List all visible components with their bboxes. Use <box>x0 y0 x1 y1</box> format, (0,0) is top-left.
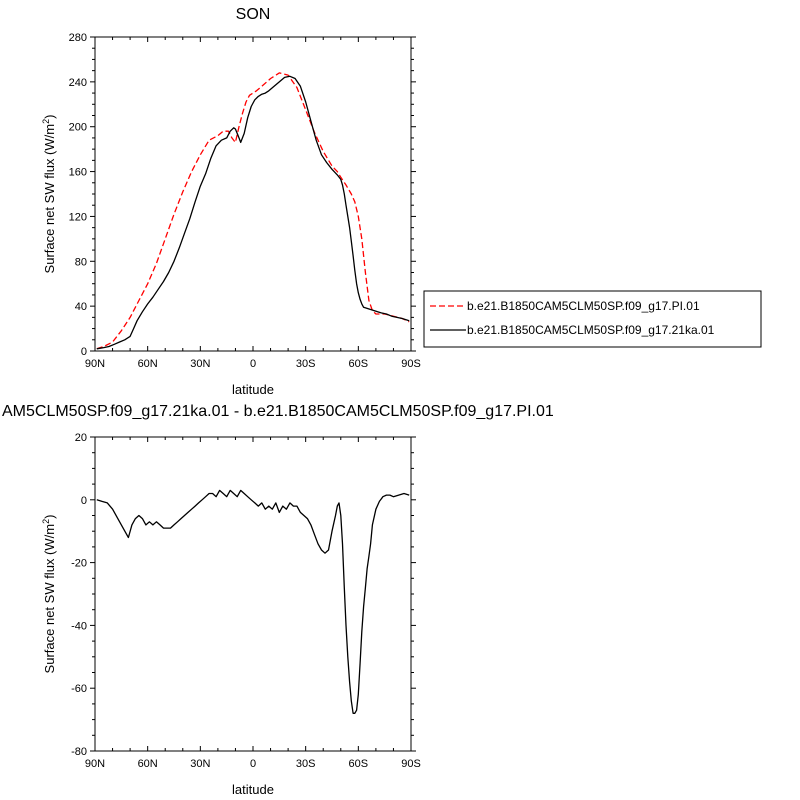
bottom-plot-frame <box>94 436 412 752</box>
top-ytick-label-7: 280 <box>69 32 87 44</box>
top-chart-title: SON <box>236 6 271 23</box>
top-series-line-0 <box>96 72 410 350</box>
bottom-panel: AM5CLM50SP.f09_g17.21ka.01 - b.e21.B1850… <box>2 403 554 797</box>
legend-box <box>423 290 762 348</box>
legend: b.e21.B1850CAM5CLM50SP.f09_g17.PI.01 b.e… <box>423 290 762 348</box>
top-x-ticks: 90N 60N 30N 0 30S 60S 90S <box>85 37 421 370</box>
bottom-chart-title: AM5CLM50SP.f09_g17.21ka.01 - b.e21.B1850… <box>2 403 554 420</box>
top-panel: SON 90N 60N 30N 0 30S 60S 90S 0 40 80 120 160 200 24… <box>41 6 762 397</box>
top-xtick-label-6: 90S <box>401 358 421 370</box>
top-ytick-label-4: 160 <box>69 167 87 179</box>
bottom-ytick-label-0: -80 <box>71 746 87 758</box>
top-ytick-label-0: 0 <box>81 346 87 358</box>
top-series-lines <box>96 72 410 350</box>
top-ytick-label-3: 120 <box>69 211 87 223</box>
bottom-ytick-label-5: 20 <box>75 432 87 444</box>
bottom-xtick-label-0: 90N <box>85 758 105 770</box>
bottom-series-lines <box>96 489 410 714</box>
top-xtick-label-5: 60S <box>349 358 369 370</box>
top-y-ticks: 0 40 80 120 160 200 240 280 <box>69 32 416 358</box>
top-ytick-label-5: 200 <box>69 122 87 134</box>
bottom-series-line-0 <box>96 489 410 714</box>
top-xtick-label-4: 30S <box>296 358 316 370</box>
top-x-axis-label: latitude <box>232 382 274 397</box>
top-ytick-label-6: 240 <box>69 77 87 89</box>
top-y-axis-label: Surface net SW flux (W/m2) <box>41 115 57 274</box>
bottom-y-axis-label: Surface net SW flux (W/m2) <box>41 515 57 674</box>
top-plot-frame <box>94 36 412 352</box>
bottom-xtick-label-6: 90S <box>401 758 421 770</box>
bottom-ytick-label-4: 0 <box>81 495 87 507</box>
bottom-xtick-label-5: 60S <box>349 758 369 770</box>
top-xtick-label-3: 0 <box>250 358 256 370</box>
bottom-y-ticks: -80 -60 -40 -20 0 20 <box>71 432 416 758</box>
bottom-xtick-label-1: 60N <box>138 758 158 770</box>
bottom-ytick-label-1: -60 <box>71 683 87 695</box>
bottom-xtick-label-4: 30S <box>296 758 316 770</box>
top-ytick-label-1: 40 <box>75 301 87 313</box>
top-xtick-label-0: 90N <box>85 358 105 370</box>
bottom-ytick-label-3: -20 <box>71 558 87 570</box>
bottom-ytick-label-2: -40 <box>71 620 87 632</box>
bottom-x-ticks: 90N 60N 30N 0 30S 60S 90S <box>85 437 421 770</box>
top-xtick-label-1: 60N <box>138 358 158 370</box>
bottom-xtick-label-3: 0 <box>250 758 256 770</box>
bottom-xtick-label-2: 30N <box>190 758 210 770</box>
legend-label-21ka: b.e21.B1850CAM5CLM50SP.f09_g17.21ka.01 <box>467 323 715 337</box>
bottom-x-axis-label: latitude <box>232 782 274 797</box>
legend-label-pi: b.e21.B1850CAM5CLM50SP.f09_g17.PI.01 <box>467 299 700 313</box>
top-xtick-label-2: 30N <box>190 358 210 370</box>
top-ytick-label-2: 80 <box>75 256 87 268</box>
top-series-line-1 <box>96 75 410 350</box>
